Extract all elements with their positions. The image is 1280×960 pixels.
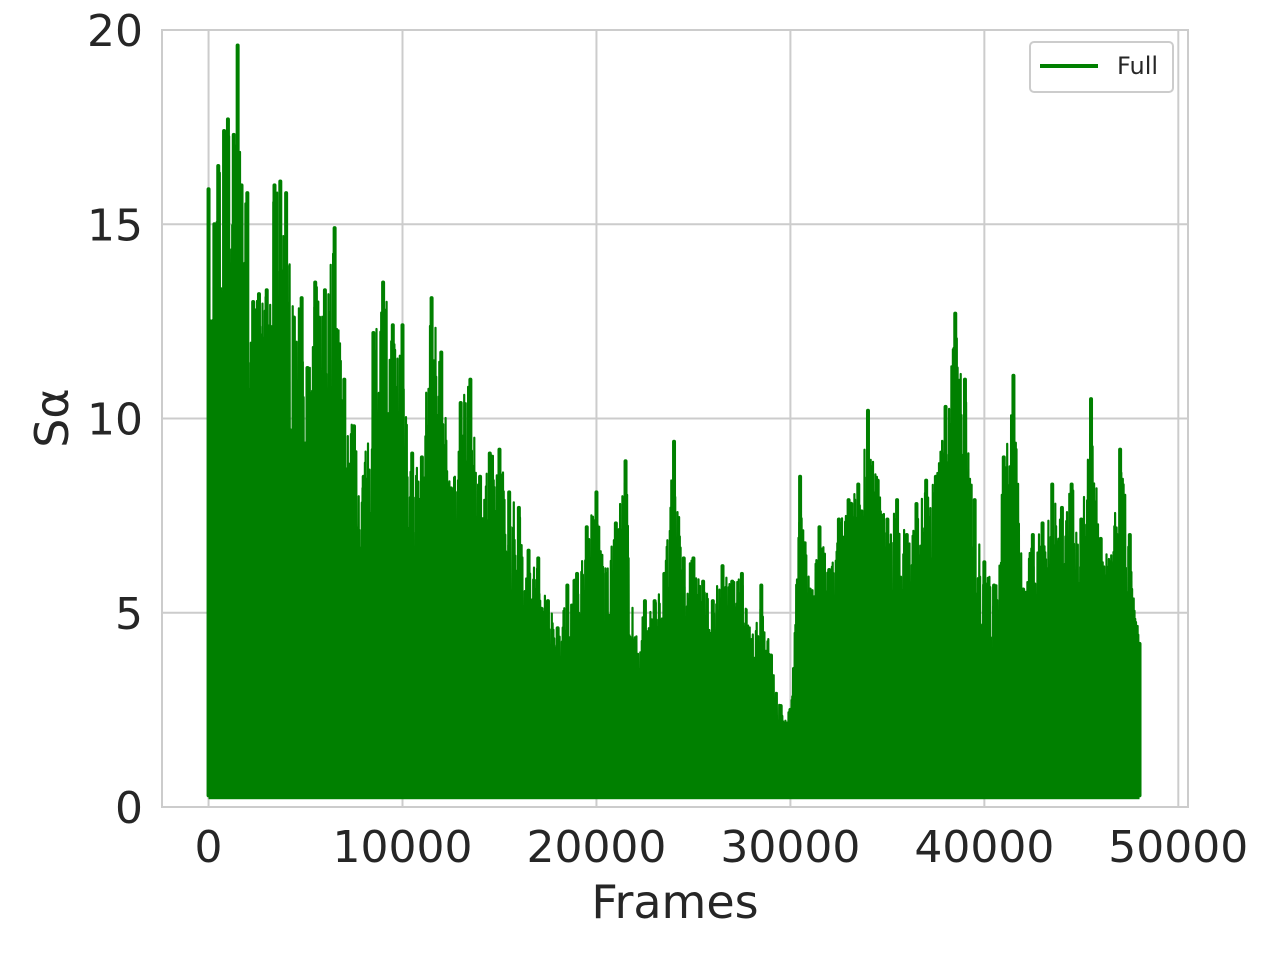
y-tick-label: 0 bbox=[115, 783, 143, 834]
y-axis-label: Sα bbox=[25, 388, 79, 448]
y-tick-label: 5 bbox=[115, 589, 143, 640]
series-dense-band bbox=[208, 721, 1140, 800]
legend: Full bbox=[1029, 41, 1174, 93]
y-tick-label: 10 bbox=[87, 395, 143, 446]
x-tick-label: 40000 bbox=[914, 822, 1054, 873]
x-axis-label: Frames bbox=[591, 875, 758, 929]
x-tick-label: 0 bbox=[195, 822, 223, 873]
legend-box bbox=[1029, 41, 1174, 93]
x-tick-label: 30000 bbox=[720, 822, 860, 873]
legend-series-label: Full bbox=[1117, 52, 1158, 80]
x-tick-label: 50000 bbox=[1108, 822, 1248, 873]
x-tick-label: 20000 bbox=[526, 822, 666, 873]
series-layer bbox=[206, 43, 1142, 800]
y-tick-label: 15 bbox=[87, 200, 143, 251]
x-tick-label: 10000 bbox=[333, 822, 473, 873]
y-axis-ticks: 0 5 10 15 20 bbox=[87, 6, 143, 834]
plot-area-frame bbox=[161, 29, 1189, 808]
x-axis-ticks: 0 10000 20000 30000 40000 50000 bbox=[195, 822, 1249, 873]
y-tick-label: 20 bbox=[87, 6, 143, 57]
